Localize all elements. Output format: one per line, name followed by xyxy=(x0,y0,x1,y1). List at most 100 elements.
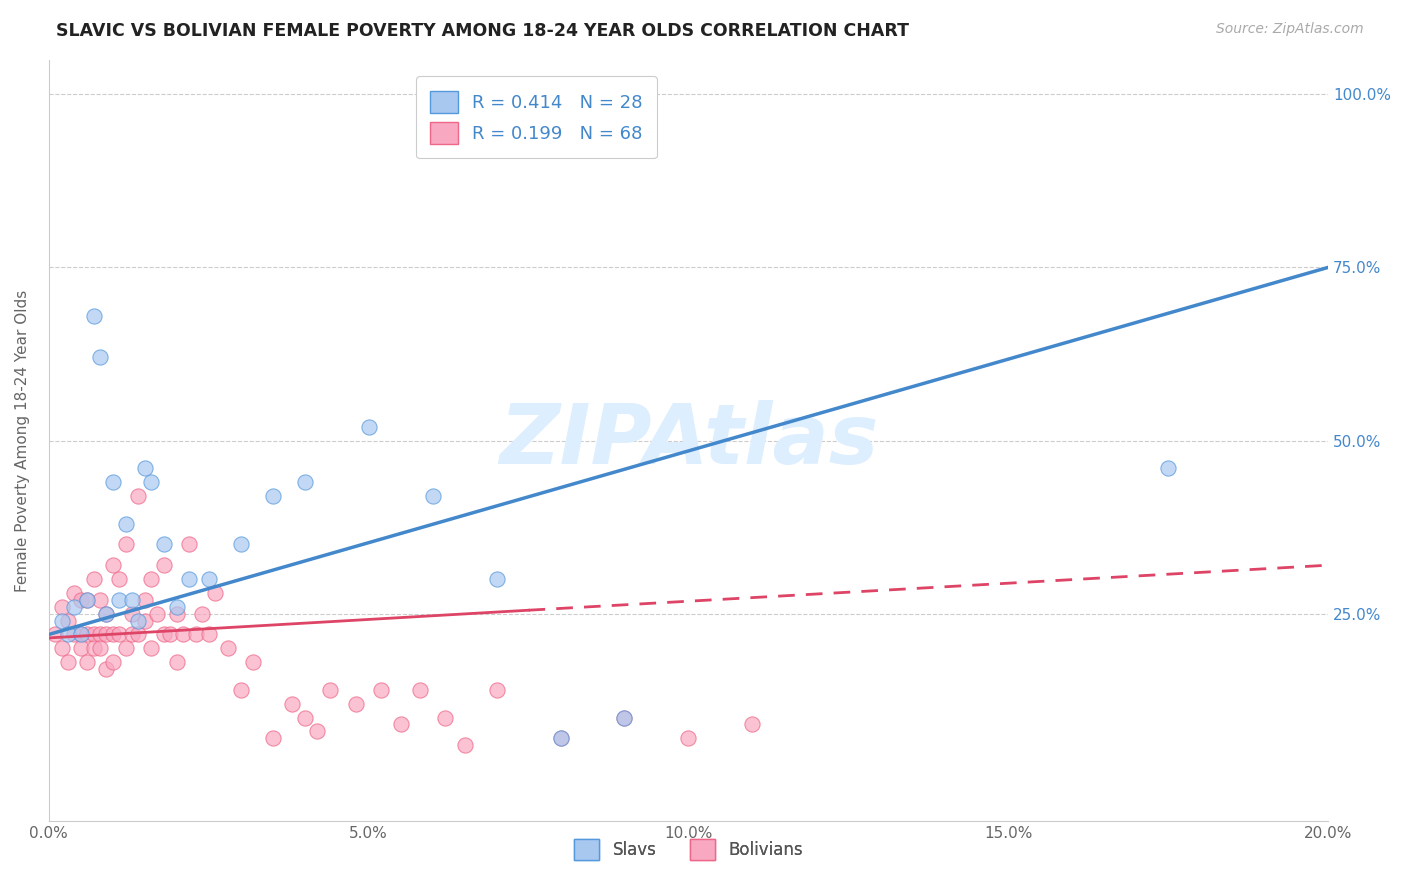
Point xyxy=(741,717,763,731)
Legend: Slavs, Bolivians: Slavs, Bolivians xyxy=(568,833,810,866)
Point xyxy=(281,697,304,711)
Point xyxy=(139,475,162,489)
Point xyxy=(121,592,143,607)
Point xyxy=(114,516,136,531)
Point xyxy=(434,710,457,724)
Point xyxy=(51,599,73,614)
Point xyxy=(422,489,444,503)
Point xyxy=(108,592,131,607)
Point xyxy=(96,607,118,621)
Point xyxy=(344,697,367,711)
Point xyxy=(127,489,149,503)
Point xyxy=(166,655,188,669)
Point xyxy=(262,489,284,503)
Point xyxy=(121,627,143,641)
Point xyxy=(101,558,124,573)
Point xyxy=(229,537,252,551)
Point xyxy=(83,627,105,641)
Point xyxy=(485,682,508,697)
Point xyxy=(134,592,156,607)
Point xyxy=(101,655,124,669)
Point xyxy=(114,641,136,656)
Point xyxy=(63,599,86,614)
Point xyxy=(63,586,86,600)
Point xyxy=(294,475,316,489)
Point xyxy=(179,537,201,551)
Point xyxy=(69,627,91,641)
Point xyxy=(56,627,79,641)
Point xyxy=(63,627,86,641)
Point xyxy=(153,627,176,641)
Point xyxy=(166,599,188,614)
Point xyxy=(108,627,131,641)
Point xyxy=(294,710,316,724)
Point xyxy=(613,710,636,724)
Point xyxy=(56,614,79,628)
Point xyxy=(83,641,105,656)
Point xyxy=(89,592,111,607)
Point xyxy=(139,572,162,586)
Point xyxy=(89,641,111,656)
Point xyxy=(159,627,181,641)
Point xyxy=(101,627,124,641)
Point xyxy=(146,607,169,621)
Point xyxy=(1157,461,1180,475)
Point xyxy=(96,607,118,621)
Point xyxy=(409,682,432,697)
Point xyxy=(101,475,124,489)
Point xyxy=(76,592,98,607)
Point xyxy=(550,731,572,746)
Point xyxy=(197,627,219,641)
Point xyxy=(76,655,98,669)
Point xyxy=(262,731,284,746)
Point xyxy=(357,419,380,434)
Point xyxy=(370,682,392,697)
Point xyxy=(389,717,412,731)
Point xyxy=(179,572,201,586)
Point xyxy=(191,607,214,621)
Point xyxy=(678,731,700,746)
Point xyxy=(184,627,207,641)
Point xyxy=(108,572,131,586)
Point xyxy=(69,592,91,607)
Point xyxy=(613,710,636,724)
Point xyxy=(550,731,572,746)
Point xyxy=(485,572,508,586)
Point xyxy=(114,537,136,551)
Point xyxy=(83,309,105,323)
Point xyxy=(319,682,342,697)
Point xyxy=(453,739,475,753)
Point xyxy=(204,586,226,600)
Point xyxy=(76,627,98,641)
Point xyxy=(56,655,79,669)
Point xyxy=(229,682,252,697)
Point xyxy=(69,627,91,641)
Text: SLAVIC VS BOLIVIAN FEMALE POVERTY AMONG 18-24 YEAR OLDS CORRELATION CHART: SLAVIC VS BOLIVIAN FEMALE POVERTY AMONG … xyxy=(56,22,910,40)
Point xyxy=(217,641,239,656)
Point xyxy=(134,461,156,475)
Point xyxy=(307,724,329,739)
Point xyxy=(172,627,194,641)
Point xyxy=(127,614,149,628)
Point xyxy=(44,627,66,641)
Point xyxy=(242,655,264,669)
Text: ZIPAtlas: ZIPAtlas xyxy=(499,400,879,481)
Point xyxy=(76,592,98,607)
Y-axis label: Female Poverty Among 18-24 Year Olds: Female Poverty Among 18-24 Year Olds xyxy=(15,289,30,591)
Point xyxy=(69,641,91,656)
Point xyxy=(197,572,219,586)
Point xyxy=(134,614,156,628)
Point xyxy=(153,537,176,551)
Point xyxy=(121,607,143,621)
Point xyxy=(51,614,73,628)
Point xyxy=(96,662,118,676)
Point xyxy=(89,627,111,641)
Point xyxy=(166,607,188,621)
Point xyxy=(153,558,176,573)
Point xyxy=(139,641,162,656)
Text: Source: ZipAtlas.com: Source: ZipAtlas.com xyxy=(1216,22,1364,37)
Point xyxy=(89,351,111,365)
Point xyxy=(51,641,73,656)
Point xyxy=(127,627,149,641)
Point xyxy=(83,572,105,586)
